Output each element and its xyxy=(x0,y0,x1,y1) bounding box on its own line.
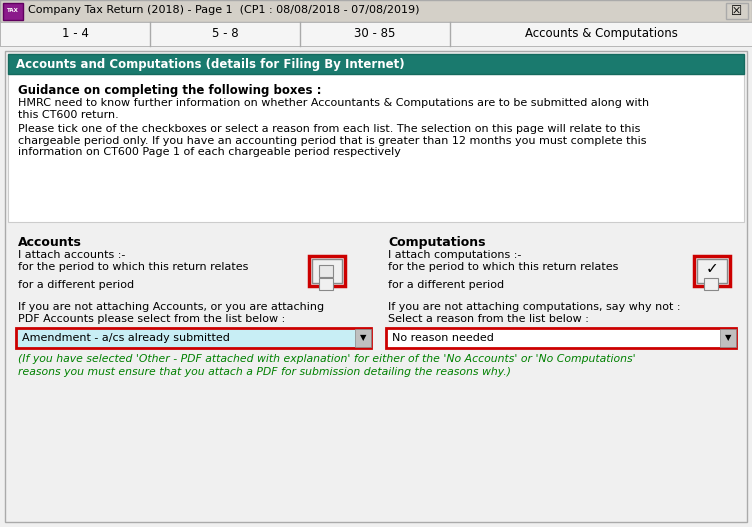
Bar xyxy=(0,22,150,46)
Text: Accounts & Computations: Accounts & Computations xyxy=(525,27,678,40)
Text: 5 - 8: 5 - 8 xyxy=(211,27,238,40)
Bar xyxy=(697,259,727,283)
Bar xyxy=(8,54,744,74)
Bar xyxy=(355,329,371,347)
Text: PDF Accounts please select from the list below :: PDF Accounts please select from the list… xyxy=(18,314,285,324)
Bar xyxy=(150,22,300,46)
Text: ▼: ▼ xyxy=(359,334,366,343)
Bar xyxy=(300,22,450,46)
Text: Computations: Computations xyxy=(388,236,486,249)
Text: I attach accounts :-: I attach accounts :- xyxy=(18,250,126,260)
Text: 1 - 4: 1 - 4 xyxy=(62,27,89,40)
Text: Accounts: Accounts xyxy=(18,236,82,249)
Bar xyxy=(720,329,736,347)
Text: for a different period: for a different period xyxy=(388,280,504,290)
Bar xyxy=(726,3,748,19)
Text: HMRC need to know further information on whether Accountants & Computations are : HMRC need to know further information on… xyxy=(18,98,649,120)
Text: If you are not attaching computations, say why not :: If you are not attaching computations, s… xyxy=(388,302,681,312)
Bar xyxy=(694,256,730,286)
Bar xyxy=(450,22,752,46)
Bar xyxy=(16,328,371,348)
Text: I attach computations :-: I attach computations :- xyxy=(388,250,521,260)
Bar xyxy=(0,22,752,46)
Text: Accounts and Computations (details for Filing By Internet): Accounts and Computations (details for F… xyxy=(16,58,405,71)
Text: ☒: ☒ xyxy=(732,5,743,17)
Bar xyxy=(319,278,333,290)
Text: Company Tax Return (2018) - Page 1  (CP1 : 08/08/2018 - 07/08/2019): Company Tax Return (2018) - Page 1 (CP1 … xyxy=(28,5,420,15)
Text: ✓: ✓ xyxy=(705,261,718,277)
Text: (If you have selected 'Other - PDF attached with explanation' for either of the : (If you have selected 'Other - PDF attac… xyxy=(18,354,635,364)
Bar xyxy=(3,3,23,20)
Text: for the period to which this return relates: for the period to which this return rela… xyxy=(388,262,618,272)
Text: If you are not attaching Accounts, or you are attaching: If you are not attaching Accounts, or yo… xyxy=(18,302,324,312)
Text: Select a reason from the list below :: Select a reason from the list below : xyxy=(388,314,589,324)
Bar xyxy=(386,328,736,348)
Bar xyxy=(5,51,747,522)
Text: for the period to which this return relates: for the period to which this return rela… xyxy=(18,262,248,272)
Bar xyxy=(309,256,345,286)
Bar xyxy=(704,278,718,290)
Text: No reason needed: No reason needed xyxy=(392,333,494,343)
Text: 30 - 85: 30 - 85 xyxy=(354,27,396,40)
Text: Guidance on completing the following boxes :: Guidance on completing the following box… xyxy=(18,84,322,97)
Text: ▼: ▼ xyxy=(725,334,731,343)
Text: for a different period: for a different period xyxy=(18,280,134,290)
Bar xyxy=(312,259,342,283)
Text: Please tick one of the checkboxes or select a reason from each list. The selecti: Please tick one of the checkboxes or sel… xyxy=(18,124,647,157)
Text: Amendment - a/cs already submitted: Amendment - a/cs already submitted xyxy=(22,333,230,343)
Text: reasons you must ensure that you attach a PDF for submission detailing the reaso: reasons you must ensure that you attach … xyxy=(18,367,511,377)
Bar xyxy=(8,74,744,222)
Bar xyxy=(0,0,752,22)
Bar xyxy=(319,265,333,277)
Text: TAX: TAX xyxy=(7,7,19,13)
